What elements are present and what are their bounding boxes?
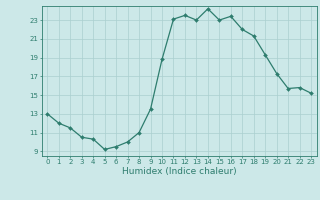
X-axis label: Humidex (Indice chaleur): Humidex (Indice chaleur) — [122, 167, 236, 176]
